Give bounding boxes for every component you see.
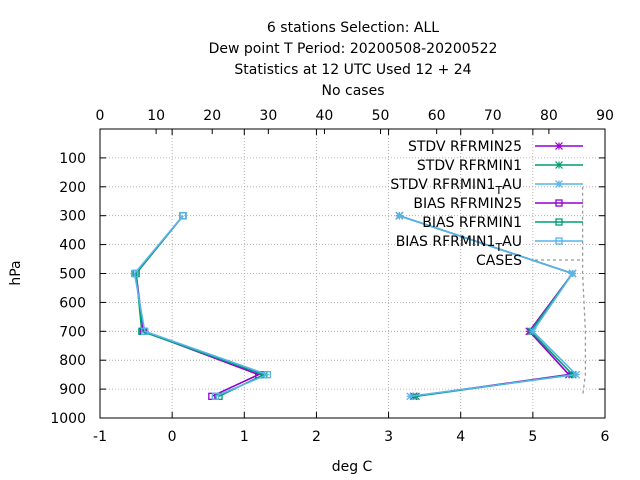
y-tick-label: 700	[59, 324, 86, 340]
data-point	[263, 370, 272, 379]
legend-label: STDV RFRMIN25	[408, 139, 522, 155]
legend-marker	[555, 161, 563, 169]
x-axis-ticks: -1 0 1 2 3 4 5 6	[93, 129, 610, 445]
series-3	[395, 211, 581, 401]
series-7	[581, 186, 587, 397]
series-line	[133, 215, 270, 398]
legend-marker	[555, 142, 563, 150]
y-tick-label: 600	[59, 295, 86, 311]
marker-stroke	[406, 392, 415, 401]
series-line	[135, 215, 261, 398]
legend-marker	[555, 199, 563, 207]
series-6	[130, 212, 272, 400]
x2-tick-label: 50	[372, 108, 390, 124]
y-tick-label: 200	[59, 180, 86, 196]
x-axis-label: deg C	[332, 459, 373, 475]
series-5	[132, 212, 268, 400]
marker-stroke	[555, 161, 563, 169]
series-4	[132, 212, 263, 400]
data-point	[395, 211, 404, 220]
x2-tick-label: 10	[147, 108, 165, 124]
x2-tick-label: 80	[540, 108, 558, 124]
x2-tick-label: 30	[259, 108, 277, 124]
data-point	[141, 327, 149, 335]
marker-stroke	[555, 180, 563, 188]
marker-stroke	[568, 269, 577, 278]
data-point	[130, 269, 139, 278]
x-tick-label: 0	[168, 429, 177, 445]
x2-tick-label: 60	[428, 108, 446, 124]
marker-stroke	[555, 142, 563, 150]
y-tick-label: 400	[59, 238, 86, 254]
legend-marker	[555, 237, 563, 245]
data-point	[572, 370, 581, 379]
data-point	[528, 327, 537, 336]
x-tick-label: 3	[384, 429, 393, 445]
title-line-2: Dew point T Period: 20200508-20200522	[209, 41, 498, 57]
y-tick-label: 800	[59, 353, 86, 369]
x-tick-label: 1	[240, 429, 249, 445]
marker-stroke	[528, 327, 537, 336]
x-tick-label: 5	[528, 429, 537, 445]
y-axis-ticks: 100 200 300 400 500 600 700 800 900 1000	[50, 151, 605, 427]
legend: STDV RFRMIN25 STDV RFRMIN1 STDV RFRMIN1TAU…	[390, 139, 583, 269]
chart-title: 6 stations Selection: ALL Dew point T Per…	[209, 20, 498, 99]
legend-label: STDV RFRMIN1TAU	[390, 177, 522, 197]
title-line-3: Statistics at 12 UTC Used 12 + 24	[234, 62, 471, 78]
y-tick-label: 1000	[50, 411, 86, 427]
grid	[100, 129, 605, 418]
x2-tick-label: 0	[96, 108, 105, 124]
x-tick-label: -1	[93, 429, 107, 445]
data-point	[179, 212, 187, 220]
legend-label: CASES	[476, 253, 522, 269]
series-group	[130, 186, 587, 401]
x2-tick-label: 40	[316, 108, 334, 124]
x-tick-label: 2	[312, 429, 321, 445]
data-point	[211, 392, 220, 400]
y-tick-label: 100	[59, 151, 86, 167]
y-axis-label: hPa	[8, 260, 24, 285]
x-tick-label: 4	[456, 429, 465, 445]
data-point	[406, 392, 415, 401]
data-point	[568, 269, 577, 278]
legend-label: BIAS RFRMIN25	[413, 196, 522, 212]
x2-tick-label: 90	[596, 108, 614, 124]
legend-label: STDV RFRMIN1	[417, 158, 522, 174]
title-line-4: No cases	[322, 83, 385, 99]
series-line	[581, 186, 587, 397]
x2-tick-label: 20	[203, 108, 221, 124]
legend-label: BIAS RFRMIN1	[422, 215, 522, 231]
legend-marker	[555, 218, 563, 226]
x2-axis-ticks: 0 10 20 30 40 50 60 70 80 90	[96, 108, 614, 134]
y-tick-label: 900	[59, 382, 86, 398]
legend-label: BIAS RFRMIN1TAU	[396, 234, 522, 254]
marker-stroke	[572, 370, 581, 379]
y-tick-label: 300	[59, 209, 86, 225]
x-tick-label: 6	[601, 429, 610, 445]
y-tick-label: 500	[59, 267, 86, 283]
marker-stroke	[395, 211, 404, 220]
title-line-1: 6 stations Selection: ALL	[267, 20, 439, 36]
x2-tick-label: 70	[484, 108, 502, 124]
legend-marker	[555, 180, 563, 188]
